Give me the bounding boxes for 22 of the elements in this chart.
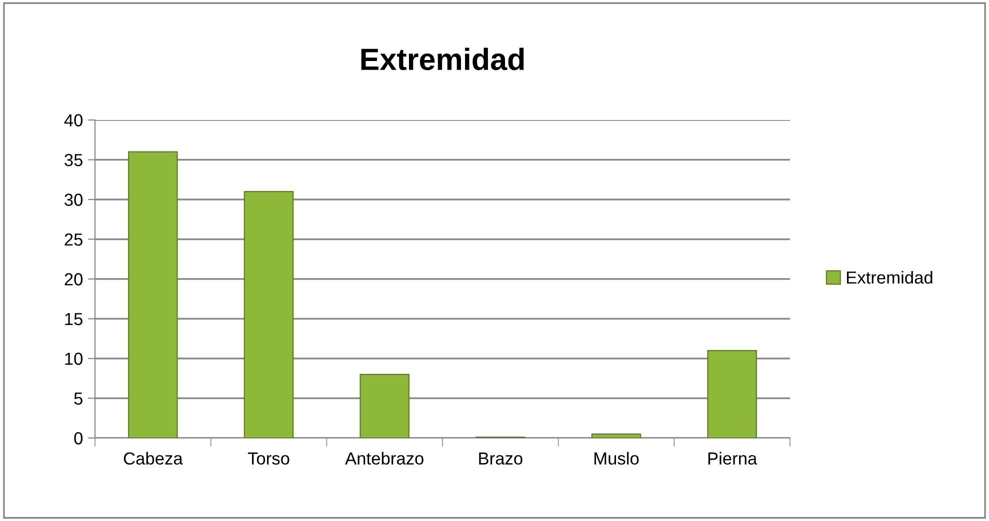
y-tick-label: 0 [74, 432, 83, 444]
bar [360, 374, 410, 438]
y-tick-label: 15 [65, 313, 82, 326]
y-tick-label: 30 [64, 194, 83, 206]
x-tick-label: Antebrazo [345, 452, 424, 465]
x-tick-label: Pierna [708, 452, 758, 465]
y-tick-label: 40 [64, 114, 83, 126]
y-tick-label: 25 [64, 233, 82, 246]
bar [591, 433, 642, 438]
y-tick-label: 20 [64, 273, 83, 286]
x-tick-label: Brazo [479, 452, 522, 465]
x-tick-label: Cabeza [124, 452, 183, 465]
y-tick-label: 35 [64, 154, 82, 166]
x-tick-label: Torso [248, 452, 290, 465]
x-tick-label: Muslo [594, 452, 639, 465]
bar [128, 151, 178, 438]
bar [244, 190, 294, 438]
chart-title: Extremidad [361, 48, 524, 70]
bar [707, 350, 757, 438]
y-tick-label: 10 [65, 352, 83, 365]
legend-label: Extremidad [846, 270, 932, 284]
y-tick-label: 5 [74, 392, 82, 405]
